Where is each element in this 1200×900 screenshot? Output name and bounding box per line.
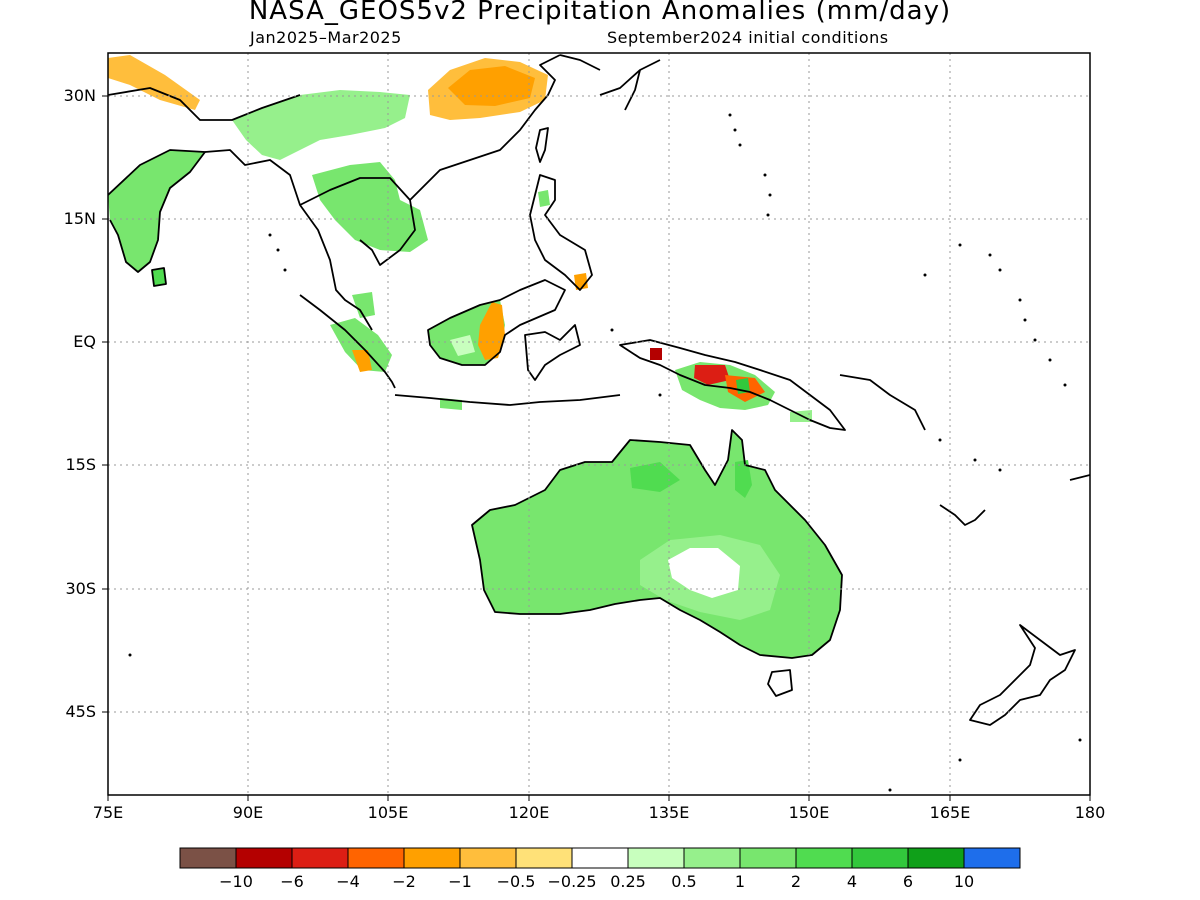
lon-label-165e: 165E xyxy=(929,803,971,822)
tick-marks xyxy=(102,95,1091,801)
australia-darker-patch xyxy=(735,460,752,498)
lat-label-15n: 15N xyxy=(63,209,96,228)
colorbar-label: −6 xyxy=(280,872,304,891)
map-title: NASA_GEOS5v2 Precipitation Anomalies (mm… xyxy=(248,0,952,26)
tibet-anomaly xyxy=(232,90,410,160)
lat-label-eq: EQ xyxy=(73,332,96,351)
island-dots xyxy=(128,113,1082,792)
colorbar-label: 0.5 xyxy=(671,872,697,891)
plot-frame xyxy=(107,52,1091,796)
colorbar-label: −1 xyxy=(448,872,472,891)
indochina-anomaly xyxy=(312,162,428,252)
lon-label-75e: 75E xyxy=(92,803,124,822)
colorbar-label: −10 xyxy=(219,872,253,891)
australia-darker-patch-2 xyxy=(630,462,680,492)
lon-label-150e: 150E xyxy=(788,803,830,822)
colorbar-swatch xyxy=(627,847,685,869)
india-north-dry xyxy=(108,55,200,110)
lat-label-30n: 30N xyxy=(63,86,96,105)
colorbar-label: −0.25 xyxy=(547,872,597,891)
colorbar-swatch xyxy=(515,847,573,869)
borneo-dry xyxy=(478,302,505,360)
philippines-anomaly xyxy=(538,190,550,207)
colorbar-label: −2 xyxy=(392,872,416,891)
colorbar-label: 2 xyxy=(790,872,802,891)
sumatra-dry xyxy=(352,350,372,372)
colorbar-label: 4 xyxy=(846,872,858,891)
colorbar-swatch xyxy=(347,847,405,869)
colorbar-swatch xyxy=(683,847,741,869)
lon-label-90e: 90E xyxy=(232,803,264,822)
australia-neutral-patch xyxy=(668,548,740,598)
period-subtitle: Jan2025–Mar2025 xyxy=(250,28,402,47)
india-anomaly xyxy=(108,150,205,272)
lat-label-45s: 45S xyxy=(65,702,96,721)
colorbar-swatch xyxy=(571,847,629,869)
map-features xyxy=(108,54,1090,792)
colorbar-swatch xyxy=(403,847,461,869)
colorbar-label: 0.25 xyxy=(610,872,646,891)
colorbar-swatch xyxy=(795,847,853,869)
colorbar-label: −0.5 xyxy=(496,872,536,891)
colorbar-label: 1 xyxy=(734,872,746,891)
lon-label-120e: 120E xyxy=(508,803,550,822)
gridlines xyxy=(108,53,1090,795)
colorbar-swatch xyxy=(963,847,1021,869)
colorbar-label: 6 xyxy=(902,872,914,891)
colorbar-swatch xyxy=(179,847,237,869)
colorbar-label: −4 xyxy=(336,872,360,891)
colorbar-swatch xyxy=(235,847,293,869)
colorbar-swatch xyxy=(291,847,349,869)
borneo-light xyxy=(450,335,475,356)
colorbar-swatch xyxy=(739,847,797,869)
lat-label-15s: 15S xyxy=(65,455,96,474)
lon-label-105e: 105E xyxy=(367,803,409,822)
lon-label-135e: 135E xyxy=(648,803,690,822)
new-guinea-dry xyxy=(694,365,730,385)
sri-lanka-anomaly xyxy=(152,268,166,286)
malaysia-anomaly xyxy=(352,292,375,318)
colorbar-swatch xyxy=(907,847,965,869)
colorbar-swatch xyxy=(459,847,517,869)
bird-head-dry xyxy=(650,348,662,360)
colorbar-swatch xyxy=(851,847,909,869)
colorbar xyxy=(179,847,1021,869)
lat-label-30s: 30S xyxy=(65,579,96,598)
initial-conditions-subtitle: September2024 initial conditions xyxy=(607,28,889,47)
coastlines xyxy=(108,54,1090,726)
colorbar-label: 10 xyxy=(953,872,975,891)
lon-label-180: 180 xyxy=(1074,803,1106,822)
